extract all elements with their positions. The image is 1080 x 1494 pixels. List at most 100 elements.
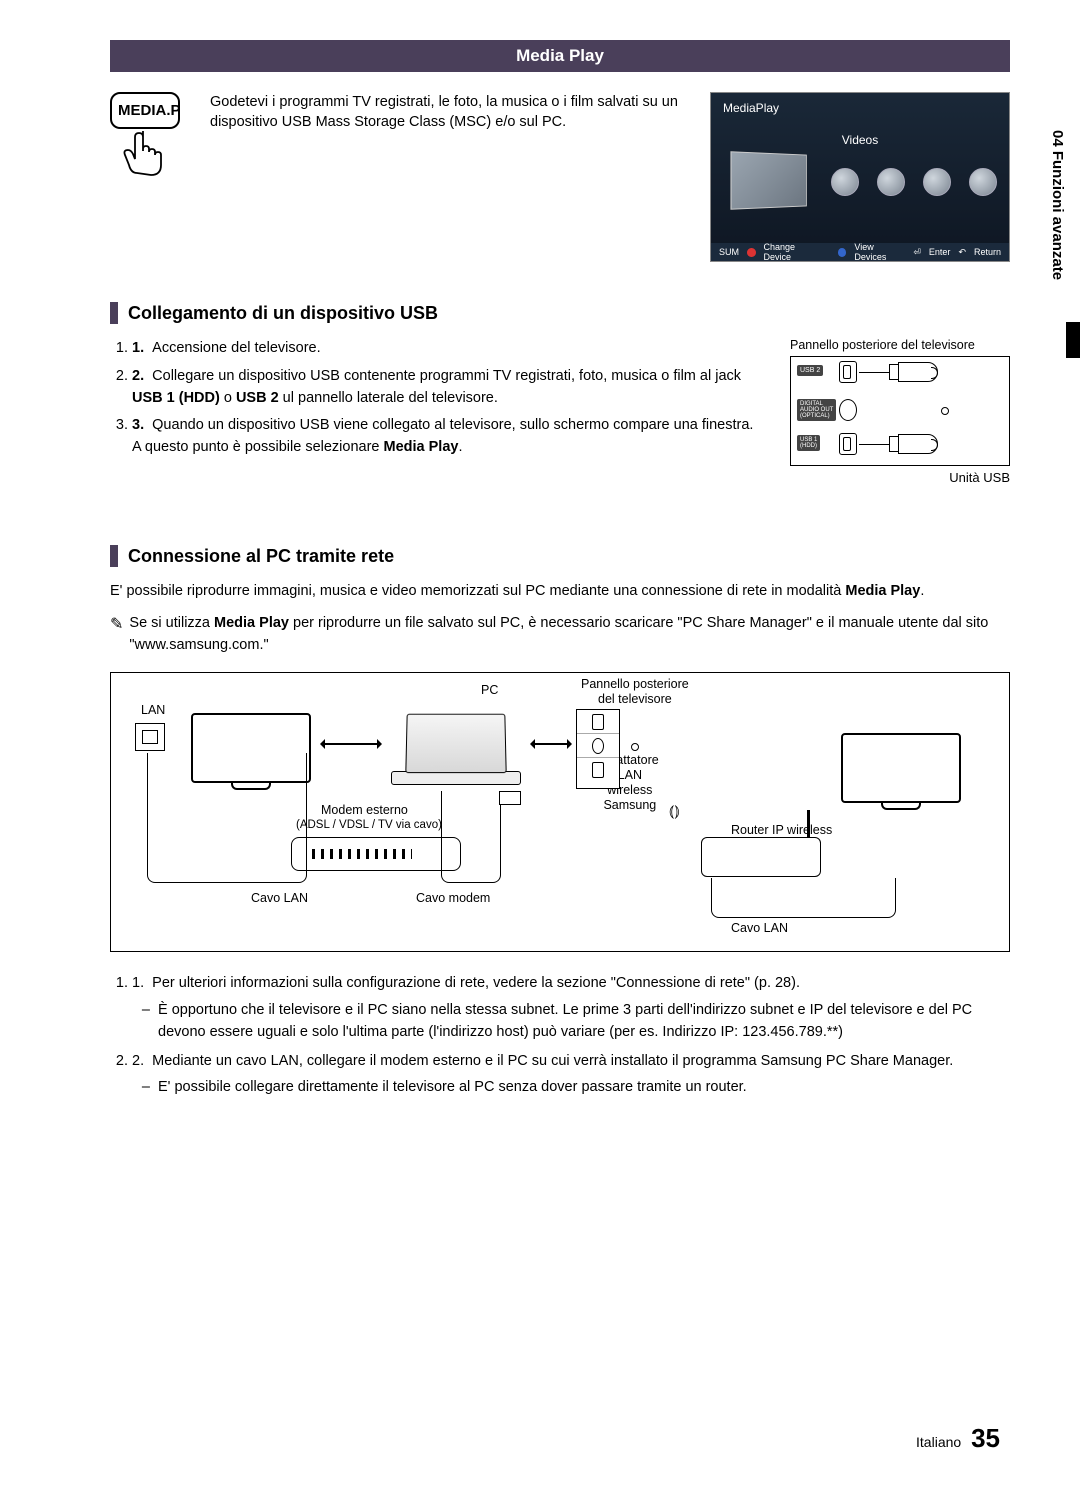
preview-nav-icon: [969, 168, 997, 196]
text: .: [920, 583, 924, 599]
usb-steps-list: 1. Accensione del televisore. 2. Collega…: [110, 338, 760, 465]
optical-port-icon: [839, 399, 857, 421]
usb-plug-icon: [889, 434, 938, 454]
intro-row: MEDIA.P Godetevi i programmi TV registra…: [110, 92, 1010, 262]
blue-dot-icon: [838, 248, 847, 257]
router-label: Router IP wireless: [731, 823, 832, 837]
wifi-icon: ⦅⦆: [669, 803, 680, 821]
preview-thumb-icon: [730, 151, 806, 210]
wall-jack-icon: [499, 791, 521, 805]
bold-text: Media Play: [214, 615, 289, 631]
network-steps-list: 1. Per ulteriori informazioni sulla conf…: [110, 972, 1010, 1098]
remote-button-label: MEDIA.P: [110, 92, 180, 129]
step-text: .: [458, 439, 462, 455]
port-icon: [839, 361, 857, 383]
heading-bar-icon: [110, 545, 118, 567]
port-label-usb1: USB 1 (HDD): [797, 435, 820, 451]
cable-lan2-label: Cavo LAN: [731, 921, 788, 935]
intro-text: Godetevi i programmi TV registrati, le f…: [210, 92, 680, 133]
pc-section: Connessione al PC tramite rete E' possib…: [110, 545, 1010, 1099]
side-tab: 04 Funzioni avanzate: [1049, 130, 1066, 280]
port-label-usb2: USB 2: [797, 365, 823, 376]
bold-text: USB 2: [236, 390, 279, 406]
step-text: Collegare un dispositivo USB contenente …: [152, 368, 741, 384]
text: Se si utilizza: [129, 615, 214, 631]
modem-sub-label: (ADSL / VDSL / TV via cavo): [296, 819, 442, 831]
usb-row: 1. Accensione del televisore. 2. Collega…: [110, 338, 1010, 485]
connector-line: [859, 372, 889, 373]
note-icon: ✎: [110, 613, 123, 657]
laptop-icon: [391, 713, 521, 785]
step-text: o: [220, 390, 236, 406]
rear-panel-label: Pannello posteriore del televisore: [581, 677, 689, 707]
page-number: 35: [971, 1423, 1000, 1453]
port-icon: [839, 433, 857, 455]
return-label: Return: [974, 247, 1001, 257]
heading-bar-icon: [110, 302, 118, 324]
usb-plug-icon: [889, 362, 938, 382]
step-text: ul pannello laterale del televisore.: [279, 390, 498, 406]
pc-label: PC: [481, 683, 498, 697]
cable-modem-label: Cavo modem: [416, 891, 490, 905]
section-heading-pc: Connessione al PC tramite rete: [110, 545, 1010, 567]
lan-label: LAN: [141, 703, 165, 717]
modem-label: Modem esterno: [321, 803, 408, 817]
sum-label: SUM: [719, 247, 739, 257]
page-footer: Italiano 35: [916, 1423, 1000, 1454]
sub-item: E' possibile collegare direttamente il t…: [158, 1076, 1010, 1098]
tv-rear-panel-icon: [576, 709, 620, 789]
step-text: Mediante un cavo LAN, collegare il modem…: [152, 1053, 953, 1069]
sub-item: È opportuno che il televisore e il PC si…: [158, 999, 1010, 1044]
preview-nav-icon: [877, 168, 905, 196]
media-preview: MediaPlay Videos SUM Change Device View …: [710, 92, 1010, 262]
list-item: 2. Mediante un cavo LAN, collegare il mo…: [132, 1050, 1010, 1099]
arrow-icon: [531, 743, 571, 745]
lang-label: Italiano: [916, 1434, 961, 1450]
list-item: 1. Per ulteriori informazioni sulla conf…: [132, 972, 1010, 1043]
list-item: 1. Accensione del televisore.: [132, 338, 760, 360]
heading-label: Collegamento di un dispositivo USB: [128, 303, 438, 324]
arrow-icon: [321, 743, 381, 745]
connector-line: [859, 444, 889, 445]
rear-panel-box: Pannello posteriore del televisore USB 2…: [790, 338, 1010, 485]
step-text: Accensione del televisore.: [152, 340, 320, 356]
view-devices-label: View Devices: [854, 242, 905, 262]
preview-icons-row: [831, 168, 997, 196]
return-icon: ↶: [958, 247, 966, 258]
remote-block: MEDIA.P: [110, 92, 180, 179]
cable-lan-label: Cavo LAN: [251, 891, 308, 905]
tv-icon: [841, 733, 961, 813]
port-label-optical: DIGITAL AUDIO OUT (OPTICAL): [797, 399, 836, 421]
bold-text: Media Play: [845, 583, 920, 599]
network-diagram: LAN PC Pannello posteriore del televisor…: [110, 672, 1010, 952]
page: 04 Funzioni avanzate Media Play MEDIA.P …: [0, 0, 1080, 1494]
bold-text: USB 1 (HDD): [132, 390, 220, 406]
rear-panel-diagram: USB 2 DIGITAL AUDIO OUT (OPTICAL) USB 1 …: [790, 356, 1010, 466]
preview-title: MediaPlay: [723, 101, 779, 115]
enter-label: Enter: [929, 247, 951, 257]
text: E' possibile riprodurre immagini, musica…: [110, 583, 845, 599]
preview-nav-icon: [831, 168, 859, 196]
step-text: Per ulteriori informazioni sulla configu…: [152, 975, 800, 991]
note: ✎ Se si utilizza Media Play per riprodur…: [110, 613, 1010, 657]
side-black-tab: [1066, 322, 1080, 358]
modem-icon: [291, 837, 461, 871]
title-bar: Media Play: [110, 40, 1010, 72]
pc-paragraph: E' possibile riprodurre immagini, musica…: [110, 581, 1010, 603]
cable-icon: [147, 753, 307, 883]
hand-icon: [110, 129, 180, 179]
usb-unit-label: Unità USB: [790, 470, 1010, 485]
cable-icon: [441, 791, 501, 883]
bold-text: Media Play: [384, 439, 459, 455]
circle-marker-icon: [941, 407, 949, 415]
preview-nav-icon: [923, 168, 951, 196]
rear-panel-caption: Pannello posteriore del televisore: [790, 338, 1010, 352]
red-dot-icon: [747, 248, 756, 257]
cable-icon: [711, 878, 896, 918]
circle-marker-icon: [631, 743, 639, 751]
list-item: 2. Collegare un dispositivo USB contenen…: [132, 366, 760, 410]
change-device-label: Change Device: [764, 242, 822, 262]
heading-label: Connessione al PC tramite rete: [128, 546, 394, 567]
router-icon: [701, 837, 821, 877]
enter-icon: ⏎: [913, 247, 921, 258]
